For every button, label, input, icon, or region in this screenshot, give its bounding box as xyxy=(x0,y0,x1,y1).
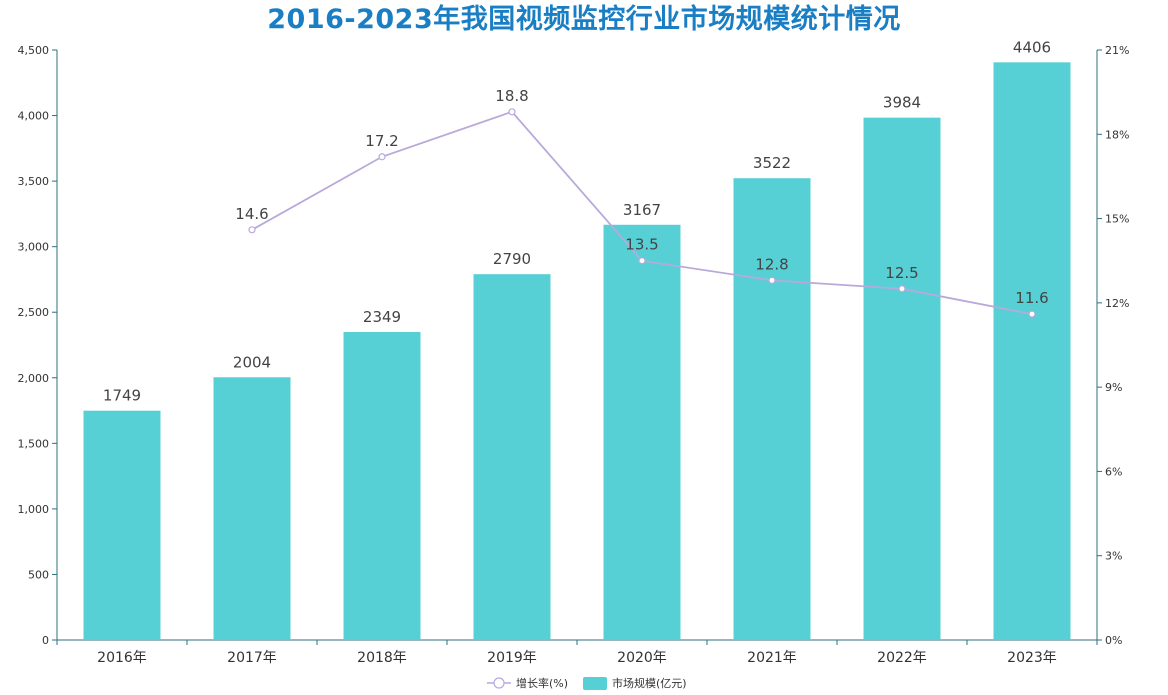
growth-value-label: 11.6 xyxy=(1015,289,1048,307)
bar xyxy=(83,410,161,640)
growth-point xyxy=(638,257,646,265)
bar xyxy=(863,117,941,641)
growth-value-label: 13.5 xyxy=(625,236,658,254)
left-y-axis: 0 500 1,000 1,500 2,000 2,500 3,000 3,500 4,000 4… xyxy=(18,44,58,647)
bar xyxy=(733,178,811,640)
x-axis: 2016年 2017年 2018年 2019年 2020年 2021年 2022年 2023年 xyxy=(56,639,1098,666)
right-tick-label: 0% xyxy=(1105,634,1122,647)
bar-value-label: 1749 xyxy=(103,387,141,405)
legend-label-market: 市场规模(亿元) xyxy=(612,676,687,690)
legend-line-marker xyxy=(493,677,505,689)
left-tick-label: 2,000 xyxy=(18,372,50,385)
growth-value-label: 17.2 xyxy=(365,132,398,150)
growth-point xyxy=(1028,310,1036,318)
bar xyxy=(473,274,551,640)
growth-line-series: 14.6 17.2 18.8 13.5 12.8 12.5 11.6 xyxy=(235,87,1049,318)
bar-value-label: 4406 xyxy=(1013,38,1051,56)
growth-point xyxy=(248,226,256,234)
right-tick-label: 9% xyxy=(1105,381,1122,394)
growth-point xyxy=(378,153,386,161)
right-tick-label: 6% xyxy=(1105,465,1122,478)
bar-series: 1749 2004 2349 2790 3167 3522 3984 4406 xyxy=(83,38,1071,641)
left-tick-label: 1,000 xyxy=(18,503,50,516)
x-tick-label: 2016年 xyxy=(97,650,147,666)
chart-title: 2016-2023年我国视频监控行业市场规模统计情况 xyxy=(267,4,901,35)
right-tick-label: 18% xyxy=(1105,128,1129,141)
bar-value-label: 3167 xyxy=(623,201,661,219)
left-tick-label: 4,000 xyxy=(18,110,50,123)
x-tick-label: 2019年 xyxy=(487,650,537,666)
growth-value-label: 18.8 xyxy=(495,87,528,105)
left-tick-label: 3,500 xyxy=(18,175,50,188)
right-tick-label: 12% xyxy=(1105,297,1129,310)
left-tick-label: 0 xyxy=(42,634,49,647)
growth-point xyxy=(768,276,776,284)
legend: 增长率(%) 市场规模(亿元) xyxy=(487,676,687,690)
growth-point xyxy=(508,108,516,116)
bar-value-label: 2790 xyxy=(493,250,531,268)
growth-point xyxy=(898,285,906,293)
growth-value-label: 12.8 xyxy=(755,255,788,273)
left-tick-label: 500 xyxy=(28,568,49,581)
bar xyxy=(213,377,291,640)
right-tick-label: 3% xyxy=(1105,550,1122,563)
bar-value-label: 3522 xyxy=(753,154,791,172)
growth-value-label: 12.5 xyxy=(885,264,918,282)
right-tick-label: 21% xyxy=(1105,44,1129,57)
left-tick-label: 4,500 xyxy=(18,44,50,57)
right-y-axis: 0% 3% 6% 9% 12% 15% 18% 21% xyxy=(1096,44,1129,647)
bar-value-label: 2004 xyxy=(233,353,271,371)
bar xyxy=(603,224,681,640)
x-tick-label: 2022年 xyxy=(877,650,927,666)
bar xyxy=(993,62,1071,640)
bar-value-label: 2349 xyxy=(363,308,401,326)
growth-value-label: 14.6 xyxy=(235,205,268,223)
x-tick-label: 2021年 xyxy=(747,650,797,666)
x-tick-label: 2023年 xyxy=(1007,650,1057,666)
bar-value-label: 3984 xyxy=(883,94,921,112)
x-tick-label: 2018年 xyxy=(357,650,407,666)
legend-label-growth: 增长率(%) xyxy=(516,676,568,690)
left-tick-label: 1,500 xyxy=(18,437,50,450)
legend-bar-swatch xyxy=(583,677,607,690)
left-tick-label: 2,500 xyxy=(18,306,50,319)
left-tick-label: 3,000 xyxy=(18,241,50,254)
bar xyxy=(343,332,421,640)
x-tick-label: 2017年 xyxy=(227,650,277,666)
x-tick-label: 2020年 xyxy=(617,650,667,666)
right-tick-label: 15% xyxy=(1105,213,1129,226)
